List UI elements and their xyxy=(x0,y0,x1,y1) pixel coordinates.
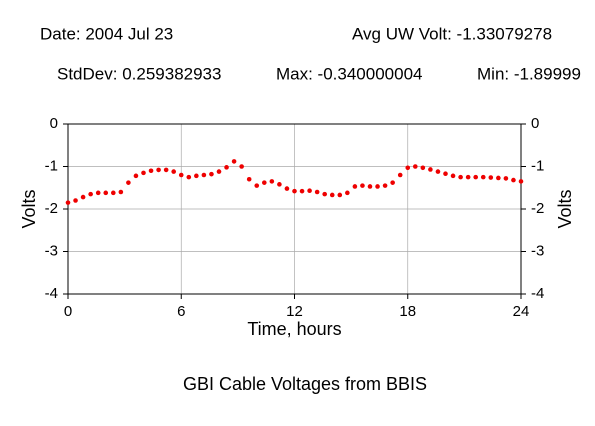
data-point xyxy=(329,192,335,198)
x-tick-label: 12 xyxy=(286,303,303,320)
data-point xyxy=(254,183,260,188)
data-point xyxy=(413,164,418,169)
data-point xyxy=(292,188,297,194)
data-point xyxy=(337,192,343,198)
data-point xyxy=(239,164,244,169)
data-point xyxy=(65,200,71,205)
data-point xyxy=(375,184,380,189)
chart-title: GBI Cable Voltages from BBIS xyxy=(183,374,427,394)
data-point xyxy=(209,171,214,177)
data-point xyxy=(269,179,275,184)
data-point xyxy=(148,168,154,174)
data-point xyxy=(465,174,471,180)
x-tick-label: 6 xyxy=(177,303,185,320)
y-axis-label: Volts xyxy=(19,189,39,228)
data-point xyxy=(367,184,373,189)
data-point xyxy=(156,167,161,173)
data-point xyxy=(80,194,86,200)
data-point xyxy=(284,186,290,191)
data-point xyxy=(201,172,207,178)
data-point xyxy=(163,167,169,173)
data-point xyxy=(194,173,199,179)
data-point xyxy=(314,189,320,195)
x-tick-label: 18 xyxy=(399,303,416,320)
data-point xyxy=(518,179,524,184)
data-point xyxy=(103,190,109,196)
x-tick-label: 0 xyxy=(64,303,72,320)
data-point xyxy=(322,191,328,197)
header-text: Avg UW Volt: -1.33079278 xyxy=(352,24,552,43)
data-point xyxy=(428,167,433,172)
data-point xyxy=(246,176,252,182)
data-point xyxy=(224,165,229,170)
x-axis-label: Time, hours xyxy=(247,319,341,339)
y2-tick-label: 0 xyxy=(531,115,539,132)
data-point xyxy=(405,165,411,171)
data-point xyxy=(503,176,509,181)
data-point xyxy=(73,198,78,203)
data-point xyxy=(450,173,456,179)
data-point xyxy=(178,172,184,178)
data-point xyxy=(458,174,463,180)
data-point xyxy=(141,170,146,176)
data-point xyxy=(186,174,192,180)
data-point xyxy=(397,172,403,178)
data-point xyxy=(420,165,426,171)
data-point xyxy=(118,189,124,195)
data-point xyxy=(262,180,267,185)
y-tick-label: -3 xyxy=(45,242,58,259)
data-point xyxy=(352,184,358,189)
x-tick-label: 24 xyxy=(513,303,530,320)
data-point xyxy=(216,169,222,174)
y-tick-label: -1 xyxy=(45,157,58,174)
data-point xyxy=(231,159,237,164)
data-point xyxy=(382,183,388,188)
data-point xyxy=(95,190,101,196)
y-tick-label: -2 xyxy=(45,200,58,217)
y2-tick-label: -1 xyxy=(531,157,544,174)
y2-tick-label: -3 xyxy=(531,242,544,259)
y2-tick-label: -2 xyxy=(531,200,544,217)
data-point xyxy=(299,188,305,194)
plot-frame xyxy=(67,123,522,295)
data-point xyxy=(480,174,486,180)
data-point xyxy=(171,169,176,174)
y2-axis-label: Volts xyxy=(555,189,575,228)
y2-tick-label: -4 xyxy=(531,285,544,302)
data-point xyxy=(488,175,494,180)
header-text: StdDev: 0.259382933 xyxy=(57,64,221,83)
y-tick-label: 0 xyxy=(50,115,58,132)
header-text: Date: 2004 Jul 23 xyxy=(40,24,173,43)
data-point xyxy=(443,171,448,177)
y-tick-label: -4 xyxy=(45,285,58,302)
data-point xyxy=(345,190,350,196)
data-point xyxy=(511,177,516,183)
data-point xyxy=(111,190,116,196)
data-point xyxy=(496,175,501,181)
header-text: Min: -1.89999 xyxy=(477,64,581,83)
data-point xyxy=(133,173,139,179)
data-point xyxy=(473,174,479,180)
data-point xyxy=(277,182,282,187)
header-text: Max: -0.340000004 xyxy=(276,64,423,83)
data-point xyxy=(307,188,312,194)
data-point xyxy=(88,191,93,197)
data-point xyxy=(390,180,395,185)
data-point xyxy=(360,183,365,188)
data-point xyxy=(435,169,441,174)
data-point xyxy=(126,180,131,185)
